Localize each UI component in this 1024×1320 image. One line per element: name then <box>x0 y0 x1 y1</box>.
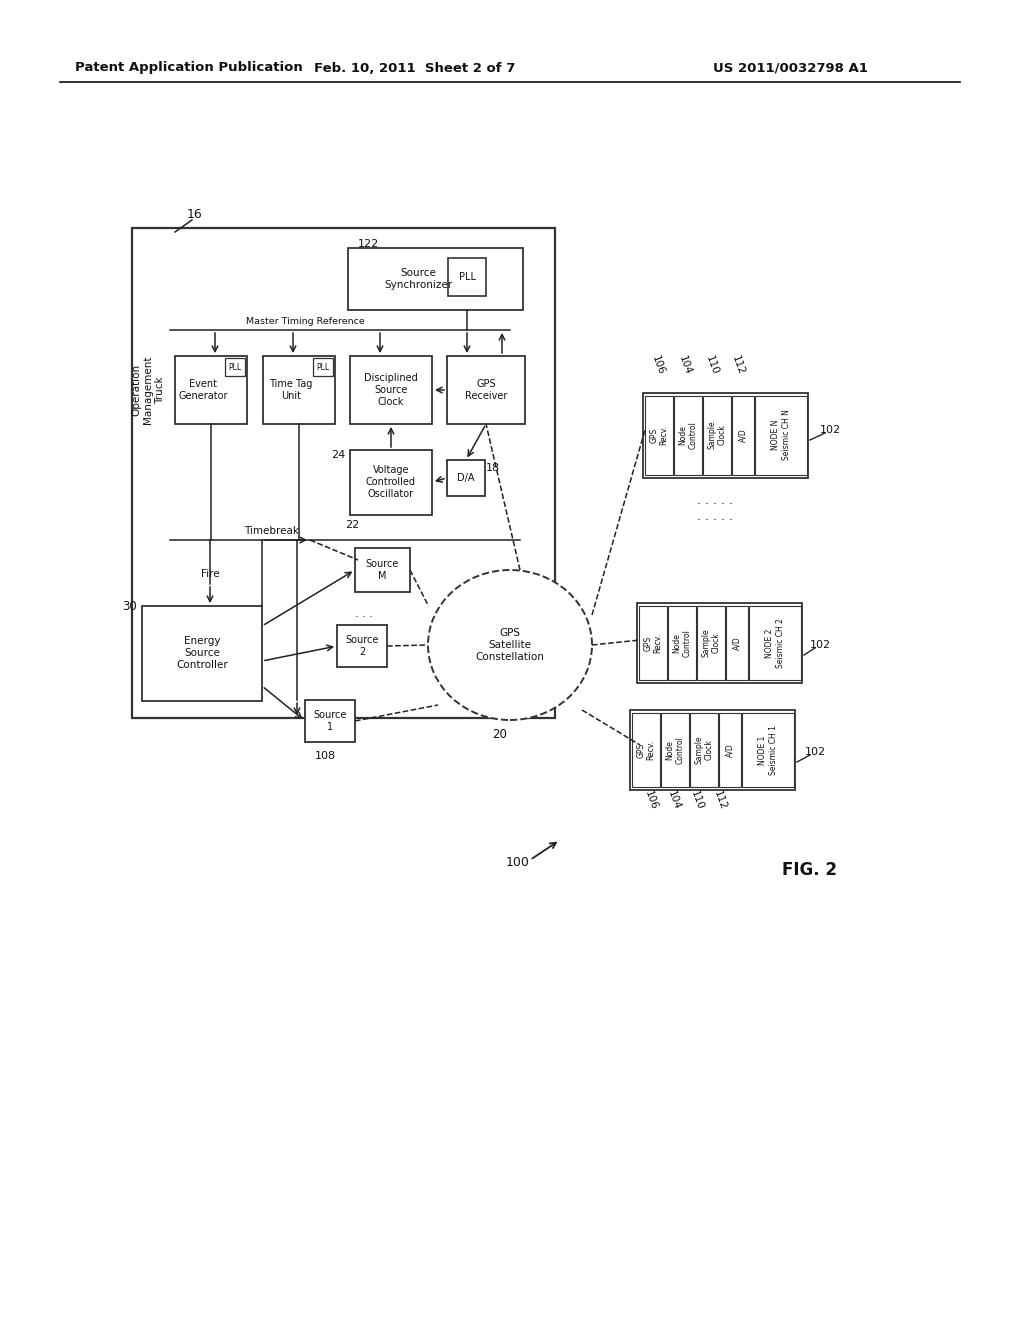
Text: FIG. 2: FIG. 2 <box>782 861 838 879</box>
Text: NODE N
Seismic CH N: NODE N Seismic CH N <box>771 409 791 461</box>
Bar <box>690 713 718 787</box>
Text: Source
M: Source M <box>366 560 398 581</box>
Text: GPS
Recv.: GPS Recv. <box>649 425 669 445</box>
Text: 112: 112 <box>712 789 728 810</box>
Text: 110: 110 <box>703 354 720 376</box>
Text: GPS
Satellite
Constellation: GPS Satellite Constellation <box>475 628 545 661</box>
Bar <box>742 713 794 787</box>
Bar <box>674 396 702 475</box>
Bar <box>348 248 523 310</box>
Bar <box>703 396 731 475</box>
Text: GPS
Recv.: GPS Recv. <box>643 634 663 653</box>
Text: 16: 16 <box>187 209 203 222</box>
Bar <box>447 356 525 424</box>
Bar <box>355 548 410 591</box>
Text: 104: 104 <box>677 354 693 376</box>
Bar <box>645 396 673 475</box>
Text: Sample
Clock: Sample Clock <box>694 735 714 764</box>
Bar <box>449 257 486 296</box>
Text: GPS
Recv.: GPS Recv. <box>636 741 655 760</box>
Text: NODE 2
Seismic CH 2: NODE 2 Seismic CH 2 <box>765 618 784 668</box>
Text: Source
2: Source 2 <box>345 635 379 657</box>
Bar <box>447 459 485 496</box>
Text: Disciplined
Source
Clock: Disciplined Source Clock <box>365 374 418 407</box>
Bar <box>632 713 660 787</box>
Text: US 2011/0032798 A1: US 2011/0032798 A1 <box>713 62 867 74</box>
Bar <box>337 624 387 667</box>
Text: A/D: A/D <box>725 743 734 756</box>
Bar <box>175 356 247 424</box>
Text: NODE 1
Seismic CH 1: NODE 1 Seismic CH 1 <box>759 725 777 775</box>
Bar <box>637 603 802 682</box>
Bar <box>313 358 333 376</box>
Bar <box>643 393 808 478</box>
Bar <box>350 450 432 515</box>
Text: Sample
Clock: Sample Clock <box>701 628 721 657</box>
Bar <box>732 396 754 475</box>
Bar <box>350 356 432 424</box>
Bar <box>132 228 555 718</box>
Bar <box>639 606 667 680</box>
Text: 104: 104 <box>666 789 682 810</box>
Text: 100: 100 <box>506 855 530 869</box>
Text: Operation
Management
Truck: Operation Management Truck <box>131 356 165 424</box>
Text: Node
Control: Node Control <box>673 630 691 657</box>
Text: PLL: PLL <box>459 272 475 282</box>
Bar <box>719 713 741 787</box>
Text: 24: 24 <box>331 450 345 459</box>
Text: Sample
Clock: Sample Clock <box>708 421 727 449</box>
Bar <box>755 396 807 475</box>
Text: PLL: PLL <box>316 363 330 371</box>
Bar <box>749 606 801 680</box>
Text: 18: 18 <box>486 463 500 473</box>
Text: 106: 106 <box>643 789 659 810</box>
Text: Fire: Fire <box>201 569 219 579</box>
Text: Master Timing Reference: Master Timing Reference <box>246 318 365 326</box>
Text: Node
Control: Node Control <box>666 737 685 764</box>
Text: Voltage
Controlled
Oscillator: Voltage Controlled Oscillator <box>366 466 416 499</box>
Bar <box>142 606 262 701</box>
Text: GPS
Receiver: GPS Receiver <box>465 379 507 401</box>
Text: 110: 110 <box>689 789 706 810</box>
Text: · · · · ·: · · · · · <box>697 499 733 511</box>
Text: Source
1: Source 1 <box>313 710 347 731</box>
Bar <box>305 700 355 742</box>
Text: Timebreak: Timebreak <box>245 525 299 536</box>
Text: 112: 112 <box>730 354 746 376</box>
Bar <box>225 358 245 376</box>
Text: 30: 30 <box>122 599 137 612</box>
Bar <box>726 606 748 680</box>
Text: Event
Generator: Event Generator <box>178 379 227 401</box>
Text: Feb. 10, 2011  Sheet 2 of 7: Feb. 10, 2011 Sheet 2 of 7 <box>314 62 516 74</box>
Text: A/D: A/D <box>738 428 748 442</box>
Text: Source
Synchronizer: Source Synchronizer <box>384 268 452 290</box>
Bar <box>630 710 795 789</box>
Text: 102: 102 <box>819 425 841 436</box>
Text: . . .: . . . <box>355 609 373 619</box>
Text: D/A: D/A <box>458 473 475 483</box>
Text: 106: 106 <box>650 354 666 376</box>
Text: Energy
Source
Controller: Energy Source Controller <box>176 636 228 669</box>
Text: 122: 122 <box>358 239 379 249</box>
Ellipse shape <box>428 570 592 719</box>
Text: A/D: A/D <box>732 636 741 649</box>
Text: 102: 102 <box>805 747 825 756</box>
Text: Node
Control: Node Control <box>678 421 697 449</box>
Bar <box>263 356 335 424</box>
Bar <box>662 713 689 787</box>
Text: · · · · ·: · · · · · <box>697 513 733 527</box>
Bar <box>697 606 725 680</box>
Text: 22: 22 <box>345 520 359 531</box>
Bar <box>668 606 696 680</box>
Text: 102: 102 <box>809 640 830 649</box>
Text: Time Tag
Unit: Time Tag Unit <box>269 379 312 401</box>
Text: 20: 20 <box>493 727 508 741</box>
Text: 108: 108 <box>314 751 336 762</box>
Text: PLL: PLL <box>228 363 242 371</box>
Text: Patent Application Publication: Patent Application Publication <box>75 62 303 74</box>
